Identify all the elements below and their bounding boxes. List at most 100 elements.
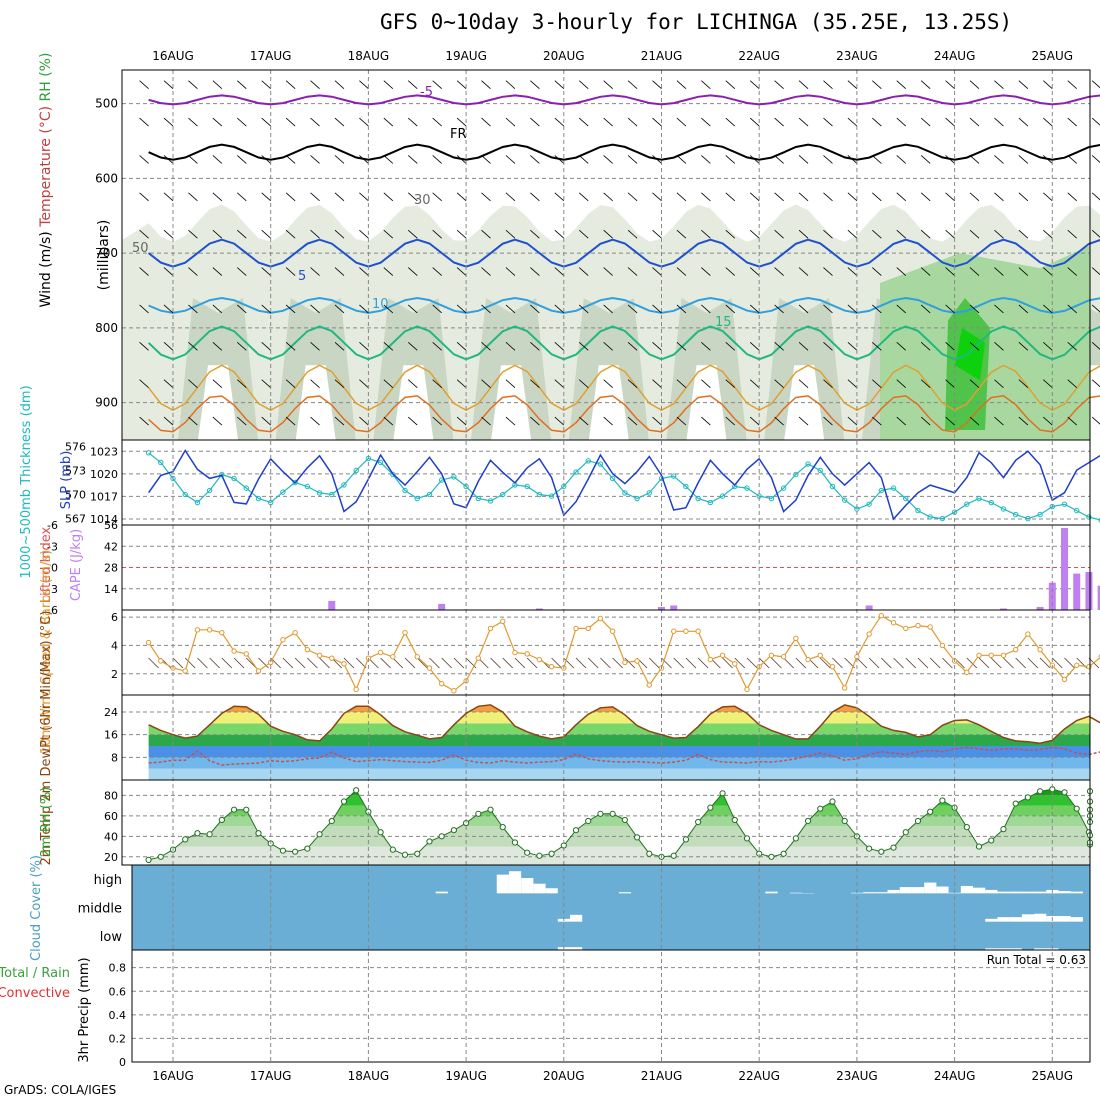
wind10m-point (780, 654, 787, 660)
wind10m-point (487, 625, 494, 632)
wind-barb (627, 267, 638, 276)
wind-barb (676, 80, 687, 89)
temp-contour-minus5 (148, 94, 1100, 106)
wind-barb (334, 117, 345, 127)
temp-contour-freezing (148, 143, 1100, 161)
wind-barb (920, 304, 931, 314)
wind-barb (505, 155, 516, 164)
wind-barb (139, 192, 149, 202)
cloud-middle-bar (1021, 914, 1035, 922)
wind10m-barb (563, 657, 575, 669)
wind-barb (994, 229, 1004, 239)
wind10m-barb (685, 657, 697, 669)
wind-barb (554, 155, 565, 164)
wind-barb (774, 229, 784, 239)
wind-barb (456, 117, 467, 127)
rh-point (255, 830, 262, 837)
wind-barb (481, 155, 491, 164)
wind-barb (896, 192, 907, 202)
wind-barb (603, 80, 613, 89)
wind-barb (237, 192, 247, 202)
thickness-point (1037, 511, 1043, 518)
thickness-point (719, 493, 726, 499)
wind-barb (237, 416, 247, 426)
temp-band (148, 734, 1090, 746)
precip-legend-total: Total / Rain (0, 966, 70, 981)
cloud-high-bar (521, 878, 534, 894)
wind-barb (139, 416, 149, 426)
contour-label: 5 (298, 269, 306, 284)
wind-barb (261, 192, 271, 202)
wind-barb (554, 379, 565, 388)
wind-tick-label: 6 (111, 611, 118, 624)
wind-barb (481, 379, 491, 388)
wind-barb (798, 304, 809, 314)
wind-barb (359, 304, 369, 314)
wind10m-point (377, 649, 384, 656)
wind-barb (1018, 192, 1029, 202)
wind-barb (310, 192, 320, 202)
wind10m-barb (734, 657, 746, 669)
wind10m-point (390, 654, 396, 660)
wind-barb (163, 342, 174, 351)
wind-barb (1067, 267, 1077, 276)
thickness-point (353, 467, 359, 474)
wind-barb (432, 117, 442, 127)
wind10m-barb (172, 657, 184, 669)
rh-point (243, 806, 250, 813)
contour-label: 50 (132, 241, 149, 256)
rh-ylabel: 2m RH (%) (39, 787, 54, 858)
wind-barb (163, 416, 174, 426)
rh-point (633, 834, 641, 841)
rh-point (524, 849, 531, 856)
wind-barb (945, 416, 955, 426)
wind-barb (334, 229, 345, 239)
wind-barb (603, 117, 613, 127)
thickness-point (707, 499, 714, 506)
pressure-tick-label: 900 (95, 396, 118, 410)
wind-tick-label: 2 (111, 668, 118, 681)
wind-barb (188, 117, 198, 127)
lifted-tick-label: 3 (51, 583, 58, 596)
wind-barb (383, 267, 394, 276)
pressure-tick-label: 600 (95, 171, 118, 185)
wind-barb (652, 117, 662, 127)
wind-barb (188, 192, 198, 202)
lifted-tick-label: -6 (47, 519, 58, 532)
thickness-point (414, 495, 420, 502)
thickness-point (316, 490, 323, 496)
rh-point (536, 852, 543, 859)
wind-barb (212, 416, 223, 426)
cloud-ylabel: Cloud Cover (%) (29, 855, 44, 961)
wind-barb (1067, 155, 1077, 164)
wind-barb (407, 192, 418, 202)
wind-barb (872, 155, 882, 164)
wind-barb (627, 342, 638, 351)
wind10m-barb (600, 657, 611, 669)
wind10m-point (988, 652, 994, 659)
rh-point (975, 843, 983, 850)
wind-barb (1018, 80, 1029, 89)
wind10m-ylabel: 10m Wind Speed & Barbs (m/s) (39, 550, 54, 755)
cloud-low-bar (1046, 948, 1059, 950)
wind-barb (554, 304, 565, 314)
wind10m-point (841, 685, 848, 691)
wind-barb (945, 117, 955, 127)
wind-barb (896, 416, 907, 426)
temp-tick-label: 24 (104, 706, 118, 719)
temp-line (148, 704, 1100, 744)
precip-run-total: Run Total = 0.63 (987, 953, 1086, 967)
wind-barb (530, 342, 540, 351)
wind-barb (407, 379, 418, 388)
thickness-point (1074, 507, 1080, 514)
thickness-point (634, 495, 640, 502)
wind-barb (676, 416, 687, 426)
rh-point (340, 798, 348, 805)
rh-point (292, 848, 299, 855)
wind-barb (310, 155, 320, 164)
wind10m-point (829, 663, 836, 670)
rh-tick-label: 20 (104, 851, 118, 864)
cloud-middle-bar (1034, 913, 1047, 922)
wind-barb (920, 117, 931, 127)
wind-barb (456, 304, 467, 314)
